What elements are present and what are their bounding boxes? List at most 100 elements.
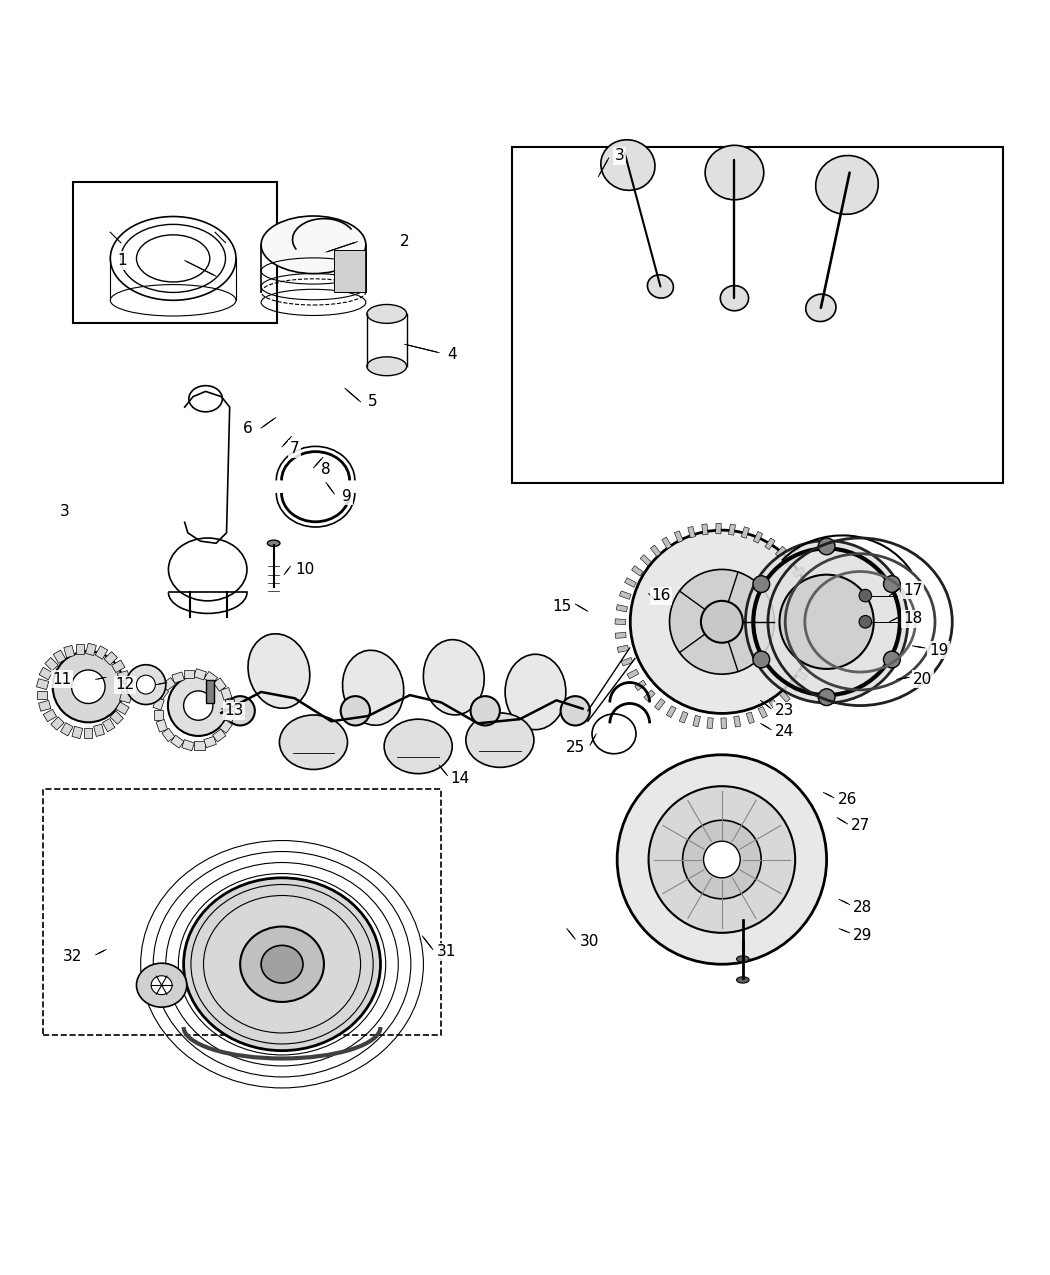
Ellipse shape bbox=[649, 787, 795, 933]
Bar bbox=[111, 660, 125, 673]
Bar bbox=[800, 579, 812, 589]
Ellipse shape bbox=[648, 275, 673, 298]
Ellipse shape bbox=[561, 696, 590, 725]
Bar bbox=[789, 681, 800, 692]
Text: 9: 9 bbox=[342, 488, 352, 504]
Text: 23: 23 bbox=[775, 704, 795, 718]
Ellipse shape bbox=[630, 530, 814, 714]
Text: 13: 13 bbox=[225, 704, 244, 718]
Ellipse shape bbox=[226, 696, 255, 725]
Text: 3: 3 bbox=[614, 148, 624, 163]
Ellipse shape bbox=[184, 878, 380, 1051]
Text: 12: 12 bbox=[116, 677, 134, 692]
Bar bbox=[71, 727, 83, 738]
Bar bbox=[37, 678, 48, 690]
Text: 5: 5 bbox=[369, 394, 378, 409]
Text: 30: 30 bbox=[581, 933, 600, 949]
Bar bbox=[84, 728, 92, 738]
Text: 1: 1 bbox=[117, 252, 127, 268]
Text: 8: 8 bbox=[321, 463, 331, 477]
Bar bbox=[120, 692, 132, 703]
Bar bbox=[116, 703, 129, 714]
Bar bbox=[194, 741, 205, 750]
Bar bbox=[96, 646, 108, 659]
Bar bbox=[679, 711, 688, 723]
Circle shape bbox=[859, 589, 872, 602]
Text: 31: 31 bbox=[437, 945, 456, 959]
Bar bbox=[615, 632, 626, 639]
Bar bbox=[184, 669, 194, 678]
Bar bbox=[796, 671, 807, 681]
Bar bbox=[224, 709, 235, 722]
Ellipse shape bbox=[601, 140, 655, 190]
Text: 25: 25 bbox=[566, 740, 585, 755]
Text: 27: 27 bbox=[850, 819, 869, 834]
Ellipse shape bbox=[816, 156, 878, 214]
Bar bbox=[54, 650, 66, 663]
Text: 32: 32 bbox=[63, 950, 82, 964]
Ellipse shape bbox=[279, 715, 348, 769]
Ellipse shape bbox=[701, 601, 742, 643]
Bar bbox=[625, 578, 636, 588]
Ellipse shape bbox=[670, 570, 774, 674]
Ellipse shape bbox=[168, 676, 229, 736]
Text: 28: 28 bbox=[853, 900, 871, 915]
Bar bbox=[615, 618, 626, 625]
Text: 24: 24 bbox=[775, 724, 795, 740]
Bar bbox=[779, 691, 791, 703]
Bar bbox=[634, 680, 646, 691]
Text: 2: 2 bbox=[400, 235, 410, 249]
Circle shape bbox=[859, 616, 872, 629]
Text: 13: 13 bbox=[225, 704, 244, 718]
Bar bbox=[110, 711, 123, 724]
Bar bbox=[758, 706, 768, 718]
Bar bbox=[808, 607, 819, 613]
Ellipse shape bbox=[342, 650, 404, 725]
Text: 18: 18 bbox=[903, 611, 922, 626]
Ellipse shape bbox=[706, 145, 763, 200]
Ellipse shape bbox=[423, 640, 484, 715]
Bar bbox=[644, 690, 655, 701]
Bar bbox=[632, 566, 644, 576]
Text: 5: 5 bbox=[369, 394, 378, 409]
Ellipse shape bbox=[466, 713, 533, 768]
Text: 4: 4 bbox=[447, 347, 457, 362]
Bar bbox=[39, 667, 53, 680]
Bar bbox=[810, 621, 820, 626]
Bar bbox=[776, 546, 786, 557]
Bar bbox=[802, 659, 814, 668]
Text: 17: 17 bbox=[903, 583, 922, 598]
Bar bbox=[72, 182, 277, 324]
Ellipse shape bbox=[384, 719, 453, 774]
Text: 20: 20 bbox=[914, 672, 932, 687]
Ellipse shape bbox=[184, 691, 213, 720]
Bar bbox=[37, 691, 47, 699]
Text: 8: 8 bbox=[321, 463, 331, 477]
Circle shape bbox=[818, 538, 835, 555]
Text: 16: 16 bbox=[651, 588, 671, 603]
Text: 3: 3 bbox=[60, 505, 69, 519]
Text: 19: 19 bbox=[929, 643, 948, 658]
Text: 14: 14 bbox=[450, 771, 469, 787]
Bar bbox=[721, 718, 727, 728]
Ellipse shape bbox=[805, 295, 836, 321]
Bar bbox=[43, 709, 57, 722]
Ellipse shape bbox=[505, 654, 566, 729]
Bar bbox=[616, 604, 628, 612]
Bar bbox=[640, 555, 651, 566]
Circle shape bbox=[753, 652, 770, 668]
Bar bbox=[39, 700, 50, 711]
Bar bbox=[674, 530, 684, 542]
Bar bbox=[204, 737, 216, 747]
Text: 15: 15 bbox=[552, 598, 571, 613]
Bar bbox=[512, 148, 1003, 482]
Ellipse shape bbox=[340, 696, 370, 725]
Bar bbox=[61, 723, 74, 736]
Bar bbox=[620, 590, 631, 599]
Text: 6: 6 bbox=[243, 421, 252, 436]
Bar bbox=[104, 652, 118, 666]
Ellipse shape bbox=[136, 676, 155, 694]
Text: 3: 3 bbox=[60, 505, 69, 519]
Bar bbox=[701, 524, 708, 536]
Ellipse shape bbox=[71, 669, 105, 704]
